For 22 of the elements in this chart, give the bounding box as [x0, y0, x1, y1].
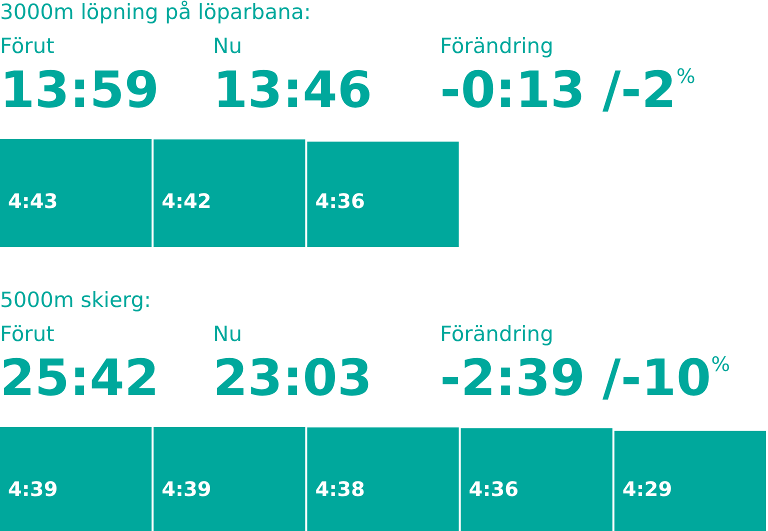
- text: 13:59: [0, 61, 160, 119]
- chart-title: 5000m skierg:: [0, 288, 152, 312]
- text: 23:03: [213, 349, 372, 407]
- data-label: 4:39: [162, 477, 212, 501]
- text: Förut: [0, 34, 54, 58]
- text: 25:42: [0, 349, 160, 407]
- data-label: 4:38: [315, 477, 365, 501]
- data-label: 4:29: [622, 477, 672, 501]
- text: Förändring: [440, 34, 554, 58]
- text: -0:13 /-2$^{%}$: [440, 61, 696, 119]
- data-label: 4:43: [8, 189, 58, 213]
- text: -2:39 /-10$^{%}$: [440, 349, 730, 407]
- text: Nu: [213, 34, 242, 58]
- text: 13:46: [213, 61, 372, 119]
- data-label: 4:42: [162, 189, 212, 213]
- data-label: 4:39: [8, 477, 58, 501]
- text: Nu: [213, 322, 242, 346]
- chart-title: 3000m löpning på löparbana:: [0, 0, 311, 24]
- data-label: 4:36: [468, 477, 519, 501]
- data-label: 4:36: [315, 189, 365, 213]
- text: Förändring: [440, 322, 554, 346]
- text: Förut: [0, 322, 54, 346]
